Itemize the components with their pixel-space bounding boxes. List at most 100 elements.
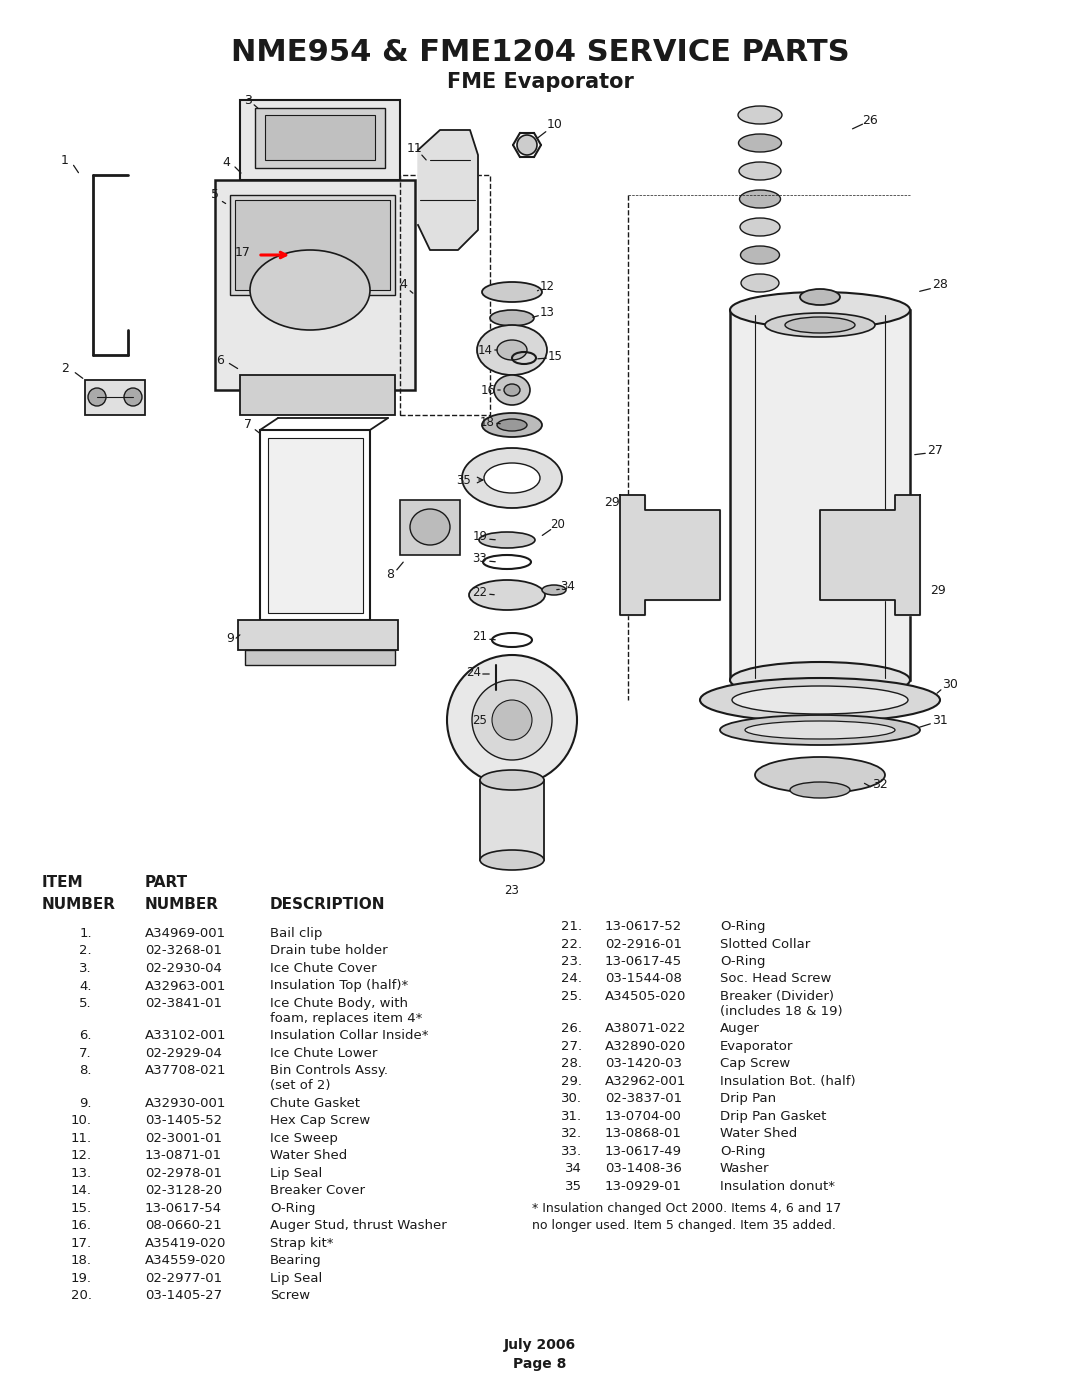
Text: 18: 18: [480, 415, 495, 429]
Text: Drain tube holder: Drain tube holder: [270, 944, 388, 957]
Text: O-Ring: O-Ring: [720, 921, 766, 933]
Ellipse shape: [447, 655, 577, 785]
Text: 02-3001-01: 02-3001-01: [145, 1132, 222, 1144]
Ellipse shape: [124, 388, 141, 407]
Ellipse shape: [743, 358, 778, 376]
Text: 13.: 13.: [71, 1166, 92, 1179]
Ellipse shape: [739, 134, 782, 152]
Ellipse shape: [497, 419, 527, 432]
Ellipse shape: [744, 469, 775, 488]
Text: 02-3837-01: 02-3837-01: [605, 1092, 683, 1105]
Text: 29: 29: [604, 496, 620, 509]
Text: PART: PART: [145, 875, 188, 890]
Text: NUMBER: NUMBER: [145, 897, 219, 912]
Ellipse shape: [720, 715, 920, 745]
Ellipse shape: [517, 136, 537, 155]
Bar: [480, 780, 544, 861]
Text: Ice Chute Lower: Ice Chute Lower: [270, 1046, 377, 1060]
Text: Hex Cap Screw: Hex Cap Screw: [270, 1115, 370, 1127]
Text: Insulation Top (half)*: Insulation Top (half)*: [270, 979, 408, 992]
Text: Insulation donut*: Insulation donut*: [720, 1180, 835, 1193]
Text: 28.: 28.: [561, 1058, 582, 1070]
Text: FME Evaporator: FME Evaporator: [446, 73, 634, 92]
Text: 03-1408-36: 03-1408-36: [605, 1162, 681, 1175]
Ellipse shape: [785, 317, 855, 332]
Text: 7.: 7.: [79, 1046, 92, 1060]
Ellipse shape: [730, 292, 910, 328]
Bar: [260, 430, 370, 620]
Text: * Insulation changed Oct 2000. Items 4, 6 and 17: * Insulation changed Oct 2000. Items 4, …: [532, 1203, 841, 1215]
Text: 2.: 2.: [79, 944, 92, 957]
Text: 33.: 33.: [561, 1146, 582, 1158]
Text: 19: 19: [473, 531, 487, 543]
Text: 10: 10: [548, 119, 563, 131]
Text: 34: 34: [565, 1162, 582, 1175]
Text: 02-3268-01: 02-3268-01: [145, 944, 222, 957]
Text: Chute Gasket: Chute Gasket: [270, 1097, 360, 1109]
Text: 31.: 31.: [561, 1109, 582, 1123]
Text: DESCRIPTION: DESCRIPTION: [270, 897, 386, 912]
Text: Bail clip: Bail clip: [270, 928, 322, 940]
Text: Page 8: Page 8: [513, 1356, 567, 1370]
Text: 17: 17: [235, 246, 251, 260]
Text: 12: 12: [540, 279, 554, 292]
Text: Ice Sweep: Ice Sweep: [270, 1132, 338, 1144]
Ellipse shape: [87, 388, 106, 407]
Text: 26.: 26.: [561, 1023, 582, 1035]
Text: Bin Controls Assy.
(set of 2): Bin Controls Assy. (set of 2): [270, 1065, 388, 1092]
Ellipse shape: [482, 414, 542, 437]
Text: 4: 4: [222, 156, 230, 169]
Polygon shape: [620, 495, 720, 615]
Text: Soc. Head Screw: Soc. Head Screw: [720, 972, 832, 985]
Text: 29.: 29.: [561, 1074, 582, 1088]
Text: Auger: Auger: [720, 1023, 760, 1035]
Text: 26: 26: [862, 113, 878, 127]
Text: 25.: 25.: [561, 990, 582, 1003]
Text: 20: 20: [551, 518, 566, 531]
Text: 17.: 17.: [71, 1236, 92, 1250]
Text: Bearing: Bearing: [270, 1255, 322, 1267]
Text: 23: 23: [504, 883, 519, 897]
Bar: [238, 620, 399, 650]
Text: 03-1405-27: 03-1405-27: [145, 1289, 222, 1302]
Text: Breaker (Divider)
(includes 18 & 19): Breaker (Divider) (includes 18 & 19): [720, 990, 842, 1018]
Text: O-Ring: O-Ring: [270, 1201, 315, 1215]
Text: 11: 11: [407, 141, 423, 155]
Text: Insulation Collar Inside*: Insulation Collar Inside*: [270, 1030, 429, 1042]
Text: 30.: 30.: [561, 1092, 582, 1105]
Text: 24: 24: [467, 665, 482, 679]
Ellipse shape: [755, 757, 885, 793]
Text: 14: 14: [477, 344, 492, 356]
Text: A32963-001: A32963-001: [145, 979, 227, 992]
Text: Insulation Bot. (half): Insulation Bot. (half): [720, 1074, 855, 1088]
Ellipse shape: [490, 310, 534, 326]
Text: Evaporator: Evaporator: [720, 1039, 794, 1053]
Ellipse shape: [480, 849, 544, 870]
Text: 4.: 4.: [80, 979, 92, 992]
Text: 19.: 19.: [71, 1271, 92, 1285]
Text: 32.: 32.: [561, 1127, 582, 1140]
Ellipse shape: [789, 782, 850, 798]
Text: 13-0929-01: 13-0929-01: [605, 1180, 681, 1193]
Ellipse shape: [482, 282, 542, 302]
Text: A34505-020: A34505-020: [605, 990, 687, 1003]
Text: A33102-001: A33102-001: [145, 1030, 227, 1042]
Bar: [730, 310, 910, 680]
Ellipse shape: [741, 246, 780, 264]
Ellipse shape: [742, 330, 778, 348]
Ellipse shape: [542, 585, 566, 595]
Text: 8.: 8.: [80, 1065, 92, 1077]
Bar: [400, 500, 460, 555]
Ellipse shape: [462, 448, 562, 509]
Bar: [265, 115, 375, 161]
Text: 03-1544-08: 03-1544-08: [605, 972, 681, 985]
Text: O-Ring: O-Ring: [720, 956, 766, 968]
Ellipse shape: [741, 274, 779, 292]
Ellipse shape: [800, 289, 840, 305]
Text: Washer: Washer: [720, 1162, 769, 1175]
Text: 20.: 20.: [71, 1289, 92, 1302]
Text: Ice Chute Body, with
foam, replaces item 4*: Ice Chute Body, with foam, replaces item…: [270, 997, 422, 1025]
Text: A34559-020: A34559-020: [145, 1255, 227, 1267]
Text: 13-0617-49: 13-0617-49: [605, 1146, 681, 1158]
Text: Slotted Collar: Slotted Collar: [720, 937, 810, 950]
